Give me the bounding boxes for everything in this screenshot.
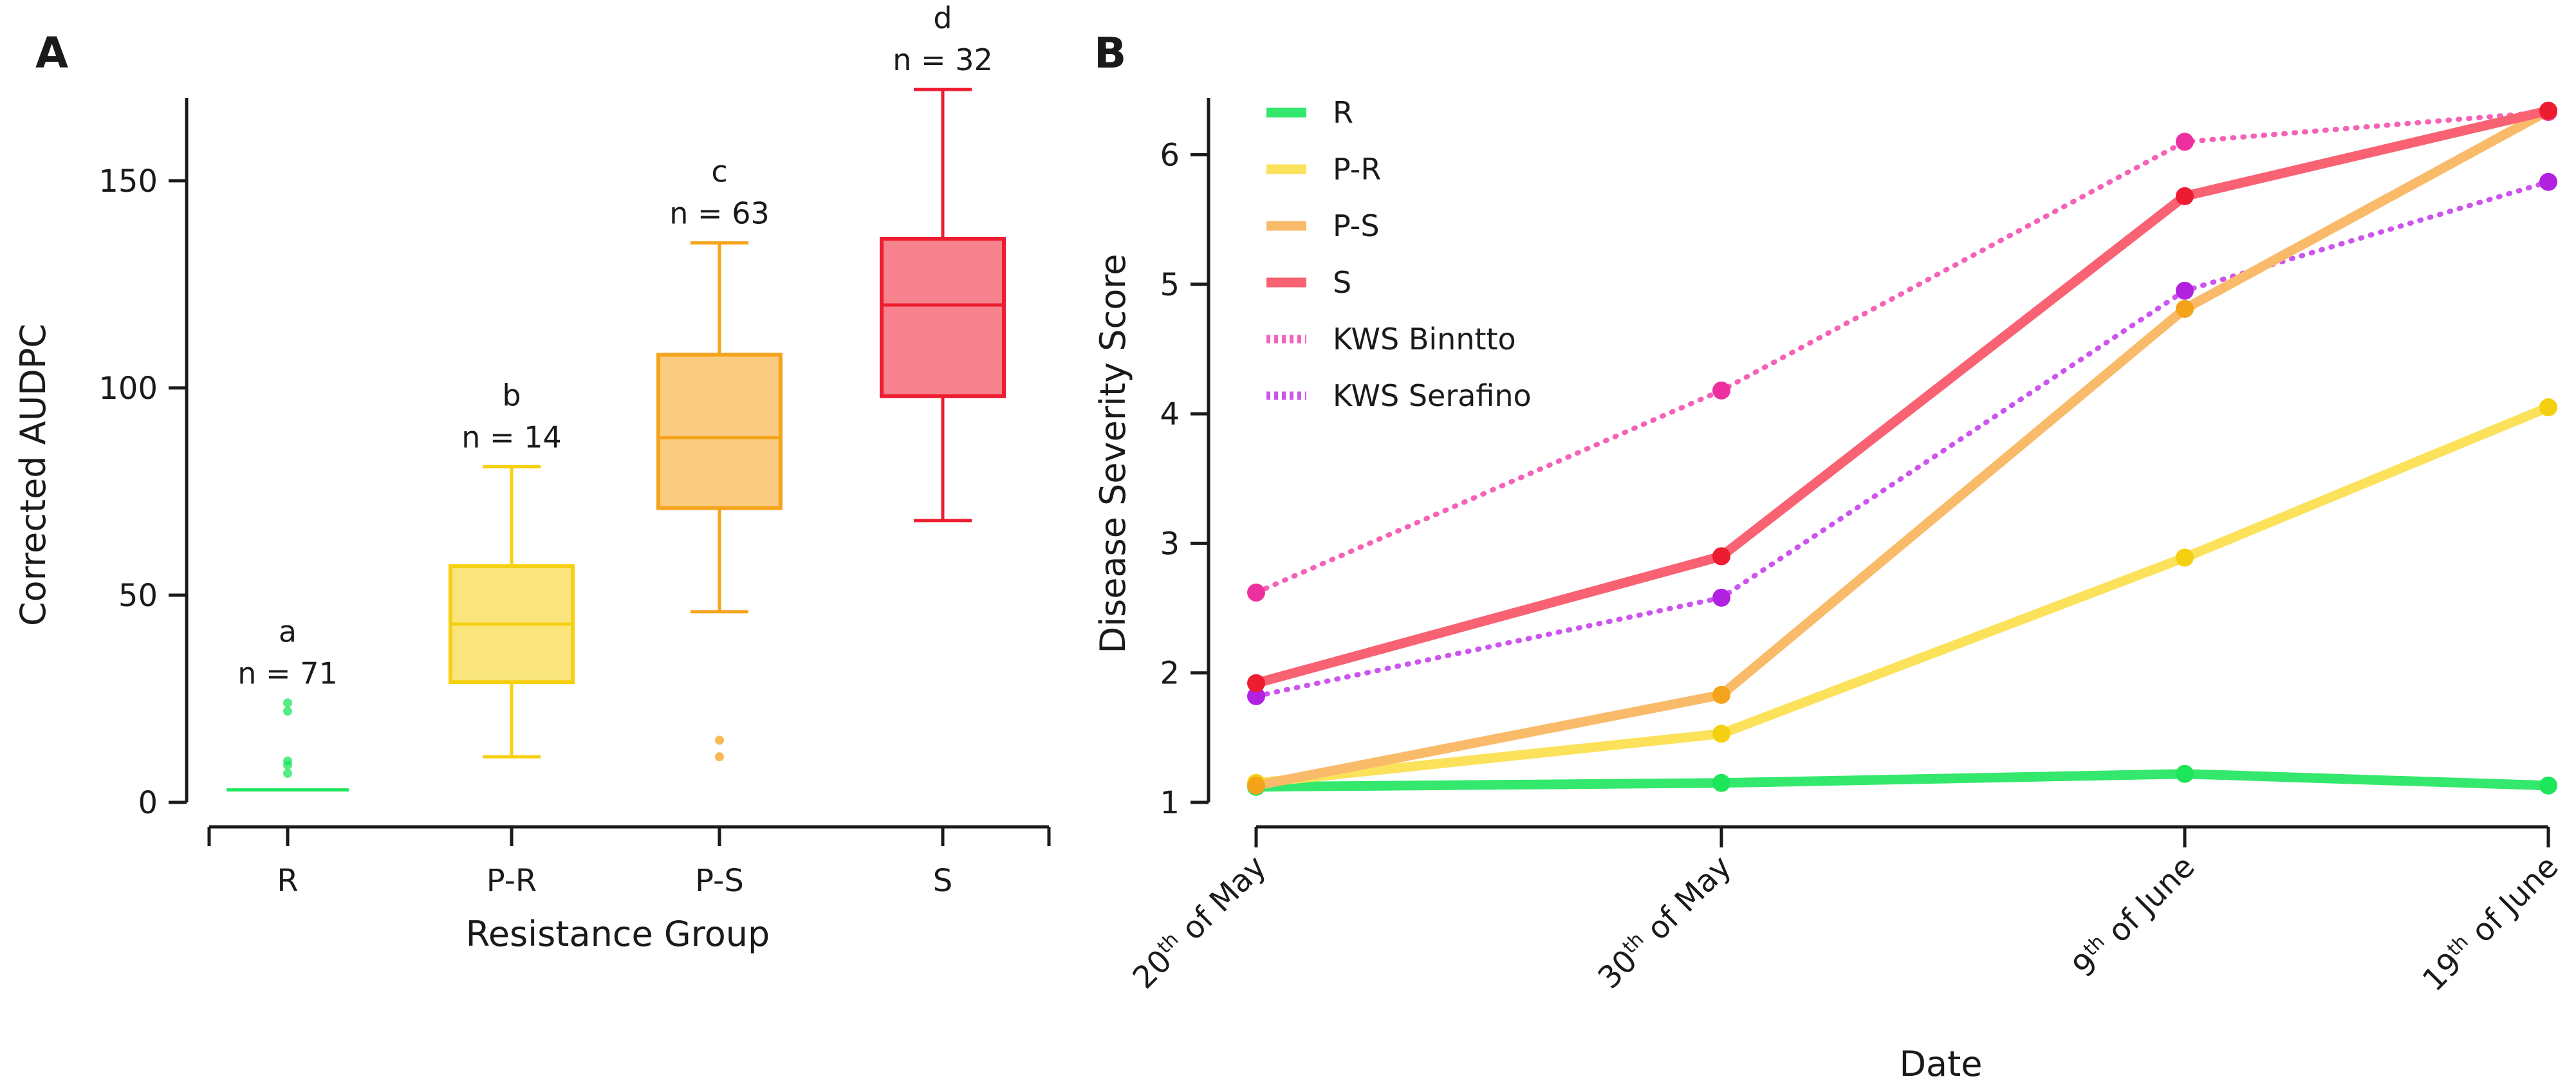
series-line-r — [1251, 769, 2553, 792]
y-tick-label: 4 — [1160, 396, 1180, 432]
panel-b-line-chart: B Disease Severity Score Date 1 2 3 4 5 6 20th… — [1093, 28, 2565, 1084]
data-point-r — [2539, 776, 2557, 795]
n-label-p-r: n = 14 — [461, 420, 561, 454]
n-label-r: n = 71 — [237, 656, 337, 690]
series-line-kws-binntto — [1254, 109, 2551, 595]
x-tick-label-date: 9th of June — [2066, 848, 2202, 984]
data-point-s — [1712, 547, 1730, 566]
panel-a-y-axis-label: Corrected AUDPC — [13, 324, 53, 626]
data-point-kws-binntto — [1247, 583, 1265, 602]
outlier-point-r — [283, 698, 292, 708]
series-line-p-r — [1251, 402, 2553, 788]
panel-a-label: A — [35, 28, 68, 78]
panel-b-x-axis-label: Date — [1899, 1044, 1982, 1084]
box-s — [880, 237, 1006, 398]
legend-label-kws-binntto: KWS Binntto — [1333, 322, 1516, 356]
data-point-kws-binntto — [1712, 381, 1730, 400]
data-point-kws-binntto — [2176, 133, 2194, 151]
y-tick-label: 150 — [98, 163, 158, 199]
outlier-point-r — [283, 707, 292, 716]
y-tick-label: 0 — [138, 785, 158, 821]
data-point-p-r — [1712, 725, 1730, 743]
legend-label-kws-serafino: KWS Serafino — [1333, 378, 1532, 413]
data-point-p-s — [2176, 300, 2194, 319]
legend-label-r: R — [1333, 95, 1353, 130]
y-tick-label: 2 — [1160, 656, 1180, 692]
outlier-point-p-s — [715, 752, 724, 762]
panel-a-x-axis-label: Resistance Group — [466, 914, 770, 954]
data-point-r — [2176, 764, 2194, 783]
data-point-kws-serafino — [1247, 687, 1265, 705]
y-tick-label: 5 — [1160, 267, 1180, 303]
data-point-kws-serafino — [2539, 172, 2557, 191]
data-point-s — [2176, 187, 2194, 205]
data-point-p-s — [1247, 776, 1265, 795]
panel-b-y-axis-label: Disease Severity Score — [1093, 254, 1133, 654]
n-label-p-s: n = 63 — [669, 196, 769, 230]
y-tick-label: 6 — [1160, 137, 1180, 173]
legend-label-s: S — [1333, 265, 1351, 300]
outlier-point-r — [283, 768, 292, 778]
data-point-r — [1712, 773, 1730, 792]
y-tick-label: 1 — [1160, 785, 1180, 821]
x-tick-label-date: 20th of May — [1126, 848, 1274, 996]
group-letter-s: d — [933, 1, 952, 35]
panel-a-boxplot: A Corrected AUDPC Resistance Group 0 50 10… — [13, 1, 1051, 954]
x-tick-label-p-r: P-R — [486, 863, 537, 899]
series-line-p-s — [1251, 106, 2553, 791]
n-label-s: n = 32 — [893, 42, 992, 77]
y-tick-label: 3 — [1160, 526, 1180, 562]
data-point-p-s — [1712, 685, 1730, 704]
group-letter-r: a — [279, 614, 297, 649]
outlier-point-r — [283, 756, 292, 766]
outlier-point-p-s — [715, 735, 724, 745]
legend-label-p-s: P-S — [1333, 208, 1380, 243]
x-tick-label-s: S — [933, 863, 952, 899]
data-point-p-r — [2539, 398, 2557, 417]
data-point-kws-serafino — [1712, 588, 1730, 607]
data-point-kws-serafino — [2176, 281, 2194, 300]
data-point-s — [2539, 102, 2557, 120]
data-point-p-r — [2176, 548, 2194, 567]
group-letter-p-r: b — [502, 378, 521, 412]
x-tick-label-p-s: P-S — [695, 863, 744, 899]
group-letter-p-s: c — [711, 154, 727, 189]
x-tick-label-date: 19th of June — [2415, 848, 2565, 998]
series-line-s — [1251, 106, 2553, 688]
box-p-s — [656, 353, 783, 510]
y-tick-label: 50 — [118, 578, 158, 614]
x-tick-label-r: R — [277, 863, 298, 899]
legend-label-p-r: P-R — [1333, 152, 1381, 187]
panel-b-label: B — [1094, 28, 1126, 78]
y-tick-label: 100 — [98, 371, 158, 407]
series-line-kws-serafino — [1254, 179, 2551, 699]
data-point-s — [1247, 674, 1265, 692]
x-tick-label-date: 30th of May — [1591, 848, 1739, 996]
